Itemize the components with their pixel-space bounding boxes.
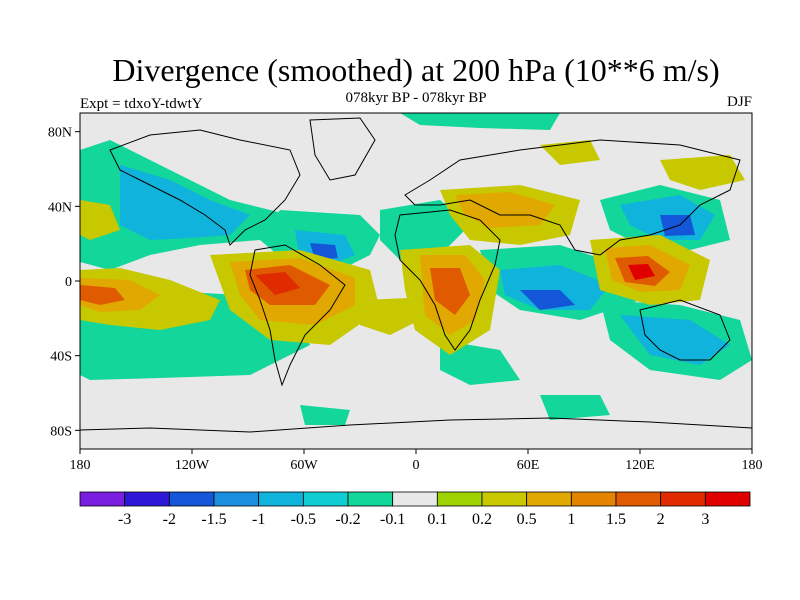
colorbar-swatch	[168, 491, 215, 507]
lon-tick-label: 120W	[175, 458, 210, 473]
lon-tick-label: 0	[413, 458, 420, 473]
divergence-region	[80, 285, 125, 305]
plot-title: Divergence (smoothed) at 200 hPa (10**6 …	[112, 52, 719, 88]
colorbar-swatch	[481, 491, 528, 507]
colorbar-swatch	[79, 491, 126, 507]
season-label: DJF	[727, 94, 752, 110]
lat-tick-label: 80N	[48, 126, 72, 141]
period-label: 078kyr BP - 078kyr BP	[345, 90, 486, 106]
lon-tick-label: 180	[742, 458, 763, 473]
colorbar-swatch	[570, 491, 617, 507]
divergence-region	[500, 265, 610, 310]
colorbar-label: 0.2	[472, 511, 492, 528]
divergence-region	[80, 200, 120, 240]
colorbar-label: -1	[252, 511, 265, 528]
divergence-region	[540, 395, 610, 420]
colorbar-swatch	[704, 491, 751, 507]
divergence-region	[360, 298, 420, 335]
latitude-axis: 80N 40N 0 40S 80S	[48, 126, 80, 439]
coast-greenland	[309, 117, 376, 181]
colorbar-label: -0.1	[380, 511, 405, 528]
experiment-label: Expt = tdxoY-tdwtY	[80, 96, 203, 112]
lat-tick-label: 40S	[50, 350, 72, 365]
coast-africa	[394, 209, 501, 351]
coast-australia	[639, 299, 731, 361]
divergence-region	[455, 192, 555, 228]
colorbar-swatch	[124, 491, 170, 507]
coastlines	[80, 117, 752, 433]
lat-tick-label: 0	[65, 275, 72, 290]
divergence-region	[540, 140, 600, 165]
divergence-region	[440, 340, 520, 385]
divergence-region	[628, 264, 655, 280]
colorbar-swatch	[392, 491, 438, 507]
longitude-axis: 180 120W 60W 0 60E 120E 180	[70, 449, 763, 473]
divergence-region	[430, 268, 470, 315]
field-layer	[80, 113, 752, 425]
colorbar-swatch	[213, 491, 260, 507]
divergence-region	[520, 290, 575, 310]
colorbar: -3 -2 -1.5 -1 -0.5 -0.2 -0.1 0.1 0.2 0.5 1 1.5 2 3	[79, 491, 751, 528]
colorbar-label: 2	[657, 511, 665, 528]
lat-tick-label: 40N	[48, 200, 72, 215]
colorbar-label: 0.1	[427, 511, 447, 528]
colorbar-label: -3	[118, 511, 131, 528]
colorbar-swatch	[302, 491, 349, 507]
lon-tick-label: 180	[70, 458, 91, 473]
colorbar-swatch	[615, 491, 662, 507]
colorbar-label: 1.5	[606, 511, 626, 528]
coast-antarctica	[80, 417, 752, 433]
divergence-region	[620, 315, 730, 365]
colorbar-label: 0.5	[517, 511, 537, 528]
colorbar-swatch	[258, 491, 304, 507]
divergence-region	[400, 113, 560, 130]
colorbar-label: 1	[567, 511, 575, 528]
colorbar-label: -0.2	[335, 511, 360, 528]
colorbar-swatch	[436, 491, 483, 507]
lon-tick-label: 60W	[290, 458, 318, 473]
lon-tick-label: 60E	[517, 458, 540, 473]
colorbar-swatch	[347, 491, 394, 507]
colorbar-swatch	[660, 491, 706, 507]
colorbar-swatch	[526, 491, 572, 507]
divergence-region	[255, 272, 300, 295]
lat-tick-label: 80S	[50, 424, 72, 439]
colorbar-label: 3	[701, 511, 709, 528]
divergence-region	[660, 155, 745, 190]
coast-europe-asia	[404, 139, 741, 256]
divergence-region	[300, 405, 350, 425]
coast-north-america	[109, 129, 301, 246]
coast-south-america	[249, 244, 346, 387]
colorbar-label: -1.5	[201, 511, 226, 528]
lon-tick-label: 120E	[625, 458, 655, 473]
colorbar-label: -0.5	[291, 511, 316, 528]
map-panel: 80N 40N 0 40S 80S 180 120W 60W 0 60E 120E 180	[48, 112, 763, 473]
colorbar-label: -2	[163, 511, 176, 528]
